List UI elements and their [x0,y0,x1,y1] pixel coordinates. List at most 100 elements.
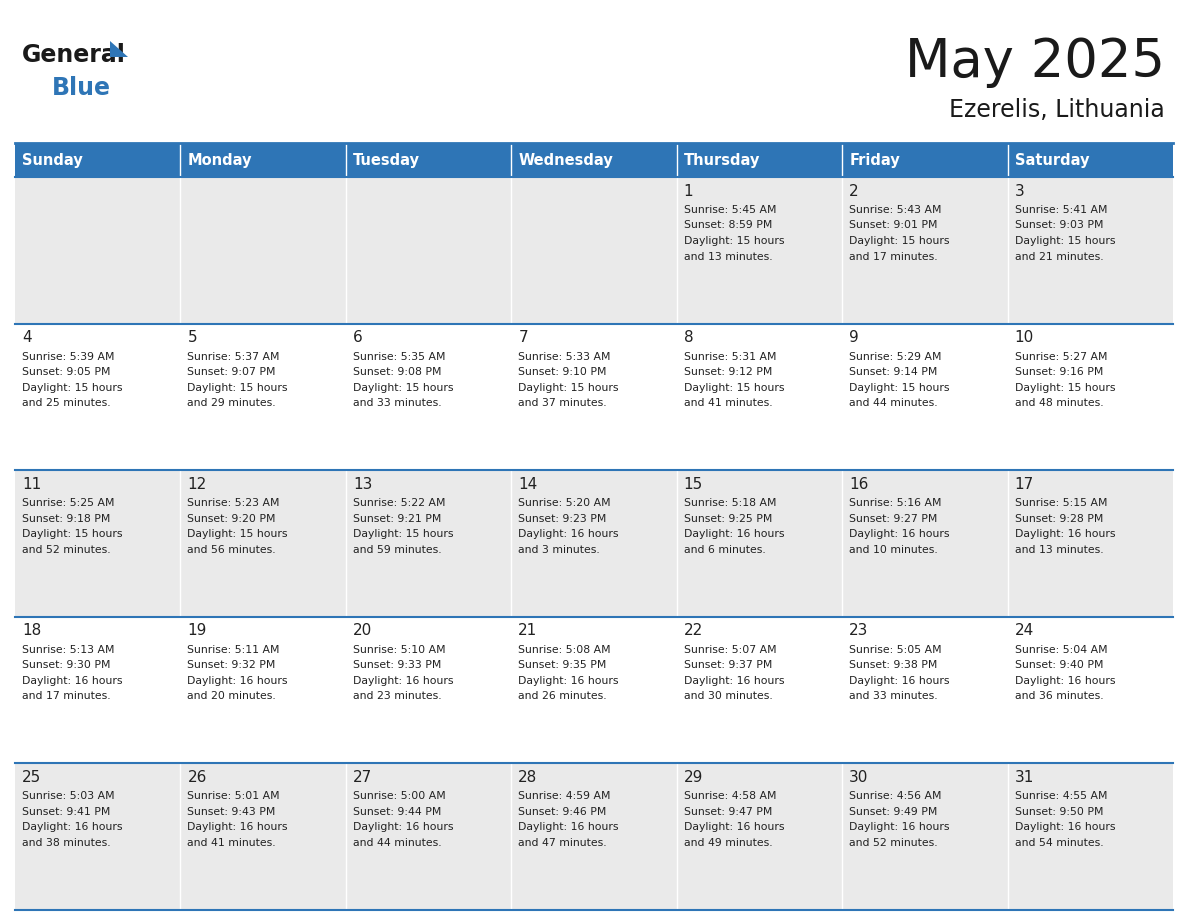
Text: Sunrise: 5:20 AM: Sunrise: 5:20 AM [518,498,611,509]
Text: Sunrise: 5:07 AM: Sunrise: 5:07 AM [684,644,776,655]
Text: and 13 minutes.: and 13 minutes. [1015,544,1104,554]
Text: and 48 minutes.: and 48 minutes. [1015,398,1104,409]
Bar [15,177,181,324]
Text: Sunrise: 4:55 AM: Sunrise: 4:55 AM [1015,791,1107,801]
Text: and 17 minutes.: and 17 minutes. [849,252,937,262]
Text: 24: 24 [1015,623,1034,638]
Bar [677,764,842,910]
Bar [511,177,677,324]
Text: Sunset: 9:46 PM: Sunset: 9:46 PM [518,807,607,817]
Bar [181,764,346,910]
Text: Ezerelis, Lithuania: Ezerelis, Lithuania [949,98,1165,122]
Text: Sunrise: 5:45 AM: Sunrise: 5:45 AM [684,205,776,215]
Bar [346,470,511,617]
Bar [677,324,842,470]
Text: Daylight: 15 hours: Daylight: 15 hours [684,383,784,393]
Bar [842,324,1007,470]
Text: Sunset: 9:28 PM: Sunset: 9:28 PM [1015,514,1102,523]
Text: 13: 13 [353,476,372,492]
Text: Daylight: 15 hours: Daylight: 15 hours [188,529,287,539]
Text: Sunset: 9:07 PM: Sunset: 9:07 PM [188,367,276,377]
Text: and 41 minutes.: and 41 minutes. [188,838,276,848]
Text: and 13 minutes.: and 13 minutes. [684,252,772,262]
Text: Daylight: 15 hours: Daylight: 15 hours [1015,236,1116,246]
Text: Sunrise: 5:13 AM: Sunrise: 5:13 AM [23,644,114,655]
Text: 30: 30 [849,770,868,785]
Text: Sunset: 9:47 PM: Sunset: 9:47 PM [684,807,772,817]
Text: Sunrise: 4:56 AM: Sunrise: 4:56 AM [849,791,942,801]
Text: and 41 minutes.: and 41 minutes. [684,398,772,409]
Text: 15: 15 [684,476,703,492]
Text: and 3 minutes.: and 3 minutes. [518,544,600,554]
Bar [842,470,1007,617]
Text: Sunset: 9:32 PM: Sunset: 9:32 PM [188,660,276,670]
Text: Sunrise: 5:41 AM: Sunrise: 5:41 AM [1015,205,1107,215]
Text: 22: 22 [684,623,703,638]
Bar [181,143,346,177]
Text: Daylight: 16 hours: Daylight: 16 hours [518,529,619,539]
Text: 8: 8 [684,330,694,345]
Text: 3: 3 [1015,184,1024,198]
Text: Sunrise: 5:27 AM: Sunrise: 5:27 AM [1015,352,1107,362]
Text: 14: 14 [518,476,537,492]
Text: Daylight: 16 hours: Daylight: 16 hours [353,823,454,833]
Text: Daylight: 16 hours: Daylight: 16 hours [353,676,454,686]
Bar [842,177,1007,324]
Text: Daylight: 16 hours: Daylight: 16 hours [849,676,949,686]
Bar [15,324,181,470]
Text: Friday: Friday [849,152,899,167]
Text: and 47 minutes.: and 47 minutes. [518,838,607,848]
Text: Daylight: 16 hours: Daylight: 16 hours [849,529,949,539]
Text: 21: 21 [518,623,537,638]
Text: and 29 minutes.: and 29 minutes. [188,398,276,409]
Text: Sunset: 9:44 PM: Sunset: 9:44 PM [353,807,441,817]
Text: Sunrise: 5:35 AM: Sunrise: 5:35 AM [353,352,446,362]
Text: Sunrise: 5:23 AM: Sunrise: 5:23 AM [188,498,280,509]
Text: Blue: Blue [52,76,110,100]
Text: 16: 16 [849,476,868,492]
Text: Monday: Monday [188,152,252,167]
Text: 1: 1 [684,184,694,198]
Text: Daylight: 15 hours: Daylight: 15 hours [353,529,454,539]
Text: and 52 minutes.: and 52 minutes. [849,838,937,848]
Bar [511,617,677,764]
Text: Sunrise: 5:31 AM: Sunrise: 5:31 AM [684,352,776,362]
Bar [842,764,1007,910]
Text: Daylight: 16 hours: Daylight: 16 hours [188,676,287,686]
Bar [15,470,181,617]
Text: 4: 4 [23,330,32,345]
Text: Sunset: 9:27 PM: Sunset: 9:27 PM [849,514,937,523]
Bar [1007,143,1173,177]
Bar [842,143,1007,177]
Text: and 23 minutes.: and 23 minutes. [353,691,442,701]
Text: Sunrise: 5:05 AM: Sunrise: 5:05 AM [849,644,942,655]
Text: Sunrise: 5:00 AM: Sunrise: 5:00 AM [353,791,446,801]
Text: and 33 minutes.: and 33 minutes. [849,691,937,701]
Text: Sunrise: 5:11 AM: Sunrise: 5:11 AM [188,644,280,655]
Text: Sunset: 9:18 PM: Sunset: 9:18 PM [23,514,110,523]
Text: Sunrise: 5:43 AM: Sunrise: 5:43 AM [849,205,942,215]
Bar [677,470,842,617]
Text: Daylight: 16 hours: Daylight: 16 hours [518,676,619,686]
Text: Sunset: 9:12 PM: Sunset: 9:12 PM [684,367,772,377]
Text: and 54 minutes.: and 54 minutes. [1015,838,1104,848]
Text: 28: 28 [518,770,537,785]
Text: and 49 minutes.: and 49 minutes. [684,838,772,848]
Text: Sunrise: 4:58 AM: Sunrise: 4:58 AM [684,791,776,801]
Text: and 17 minutes.: and 17 minutes. [23,691,110,701]
Text: Sunset: 9:10 PM: Sunset: 9:10 PM [518,367,607,377]
Text: Sunrise: 5:08 AM: Sunrise: 5:08 AM [518,644,611,655]
Text: and 52 minutes.: and 52 minutes. [23,544,110,554]
Bar [677,177,842,324]
Text: and 37 minutes.: and 37 minutes. [518,398,607,409]
Text: and 36 minutes.: and 36 minutes. [1015,691,1104,701]
Text: and 33 minutes.: and 33 minutes. [353,398,442,409]
Text: Sunset: 9:30 PM: Sunset: 9:30 PM [23,660,110,670]
Text: Sunset: 9:38 PM: Sunset: 9:38 PM [849,660,937,670]
Text: 31: 31 [1015,770,1034,785]
Bar [15,143,181,177]
Bar [1007,470,1173,617]
Text: and 44 minutes.: and 44 minutes. [353,838,442,848]
Bar [181,470,346,617]
Text: 12: 12 [188,476,207,492]
